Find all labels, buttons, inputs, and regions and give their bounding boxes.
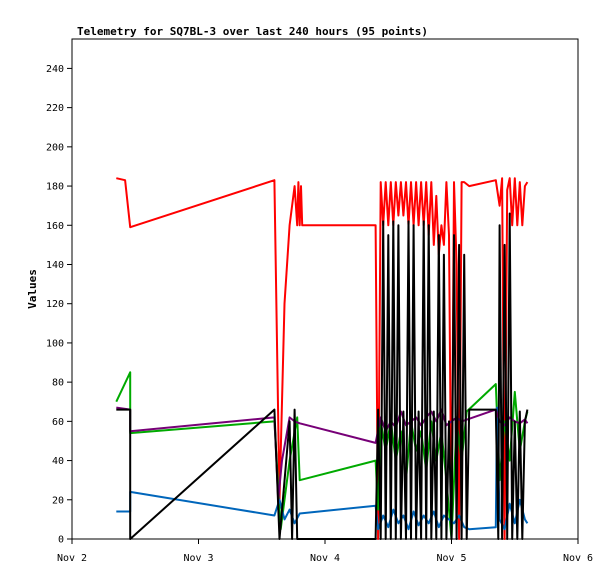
y-axis-label: Values [26,269,39,309]
series-lines [115,177,529,540]
y-tick-label: 160 [46,221,64,232]
chart-title: Telemetry for SQ7BL-3 over last 240 hour… [77,25,428,38]
y-tick-label: 140 [46,260,64,271]
y-tick-label: 180 [46,182,64,193]
y-tick-label: 80 [52,378,64,389]
y-tick-label: 0 [58,535,64,546]
y-tick-label: 60 [52,417,64,428]
series-line-5 [116,212,529,540]
series-line-1 [116,177,529,540]
y-axis: 0 20 40 60 80 100 120 140 160 180 200 220 240 [46,64,72,546]
y-tick-label: 220 [46,103,64,114]
x-tick-label: Nov 4 [310,553,340,564]
x-axis: Nov 2 Nov 3 Nov 4 Nov 5 Nov 6 [57,539,593,564]
y-tick-label: 20 [52,495,64,506]
x-tick-label: Nov 6 [563,553,593,564]
y-tick-label: 240 [46,64,64,75]
x-tick-label: Nov 2 [57,553,87,564]
x-tick-label: Nov 3 [183,553,213,564]
y-tick-label: 100 [46,338,64,349]
plot-area [71,38,579,540]
y-tick-label: 200 [46,142,64,153]
y-tick-label: 120 [46,299,64,310]
y-tick-label: 40 [52,456,64,467]
x-tick-label: Nov 5 [436,553,466,564]
